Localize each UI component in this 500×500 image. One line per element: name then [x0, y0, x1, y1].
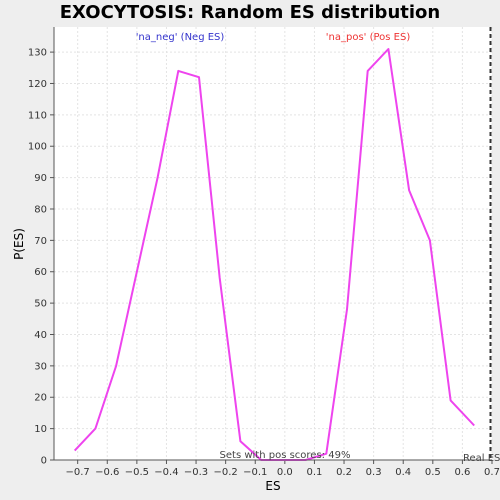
y-tick-label: 120 — [28, 79, 47, 90]
y-tick-label: 100 — [28, 142, 47, 153]
y-tick-label: 110 — [28, 110, 47, 121]
x-tick-label: 0.4 — [395, 467, 411, 478]
real-es-annotation: Real ES — [463, 453, 500, 464]
plot-background — [54, 27, 492, 460]
x-ticks: −0.7 −0.6 −0.5 −0.4 −0.3 −0.2 −0.1 0.0 0.1 0.2 0.3… — [66, 460, 500, 478]
y-tick-label: 50 — [34, 299, 47, 310]
x-tick-label: −0.1 — [243, 467, 267, 478]
x-tick-label: 0.0 — [277, 467, 293, 478]
neg-es-annotation: 'na_neg' (Neg ES) — [136, 32, 225, 43]
y-tick-label: 90 — [34, 173, 47, 184]
y-ticks: 0 10 20 30 40 50 60 70 80 90 100 110 120 130 — [28, 48, 54, 467]
x-tick-label: 0.6 — [454, 467, 470, 478]
y-axis-label: P(ES) — [12, 228, 26, 260]
x-tick-label: 0.1 — [306, 467, 322, 478]
x-tick-label: 0.2 — [336, 467, 352, 478]
x-tick-label: −0.7 — [66, 467, 90, 478]
sets-pos-annotation: Sets with pos scores: 49% — [220, 450, 351, 461]
x-tick-label: −0.5 — [125, 467, 149, 478]
pos-es-annotation: 'na_pos' (Pos ES) — [326, 32, 411, 43]
y-tick-label: 10 — [34, 424, 47, 435]
y-tick-label: 20 — [34, 393, 47, 404]
x-tick-label: 0.7 — [484, 467, 500, 478]
x-tick-label: −0.4 — [154, 467, 178, 478]
x-tick-label: −0.3 — [184, 467, 208, 478]
y-tick-label: 130 — [28, 48, 47, 59]
y-tick-label: 80 — [34, 204, 47, 215]
x-tick-label: 0.3 — [366, 467, 382, 478]
y-tick-label: 70 — [34, 236, 47, 247]
y-tick-label: 60 — [34, 267, 47, 278]
x-tick-label: −0.2 — [214, 467, 238, 478]
x-tick-label: −0.6 — [95, 467, 119, 478]
x-axis-label: ES — [265, 479, 280, 493]
chart-title: EXOCYTOSIS: Random ES distribution — [60, 2, 440, 23]
y-tick-label: 0 — [41, 456, 47, 467]
grid — [54, 27, 493, 461]
y-tick-label: 40 — [34, 330, 47, 341]
x-tick-label: 0.5 — [425, 467, 441, 478]
y-tick-label: 30 — [34, 361, 47, 372]
